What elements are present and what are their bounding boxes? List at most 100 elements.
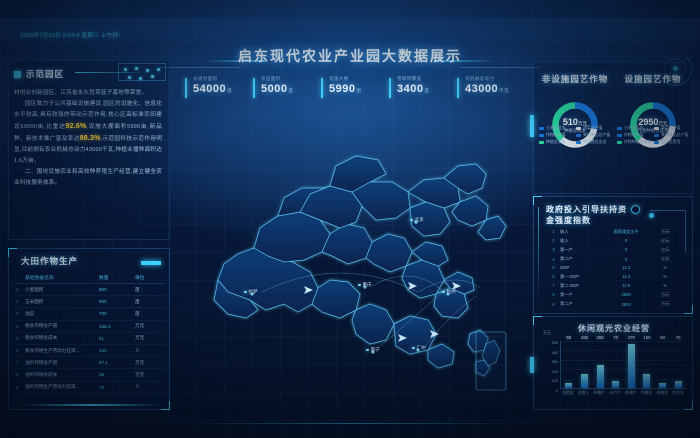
chart-bars: 50 150 250 70 470 150 50 75 bbox=[561, 335, 686, 388]
table-row[interactable]: 3 第一产 0 亿元 bbox=[548, 245, 682, 254]
row-unit: 人 bbox=[134, 344, 165, 358]
bar-value: 470 bbox=[627, 335, 635, 340]
bar-column[interactable]: 50 bbox=[565, 335, 573, 388]
park-description: 村创业创新园区、江苏省永久性菜篮子基地等荣誉。 园区致力于公共基础设施建设,园区… bbox=[14, 88, 162, 189]
legend-item[interactable]: 种植总成本 bbox=[539, 139, 574, 145]
kpi-unit: 亩 bbox=[288, 88, 294, 93]
chart-y-axis: 0 100 200 300 400 500 bbox=[540, 337, 558, 393]
table-row[interactable]: 9 第二产 2500 万元 bbox=[548, 300, 682, 309]
legend-item[interactable]: 蔬菜总产值 bbox=[576, 125, 611, 131]
table-row[interactable]: 3 油菜 700 亩 bbox=[15, 307, 165, 321]
table-row[interactable]: 7 第二-GDP 12.5% bbox=[548, 281, 682, 290]
table-row[interactable]: 2 玉米面积 900 亩 bbox=[15, 295, 165, 309]
legend-item[interactable]: 作物总产值 bbox=[617, 132, 652, 138]
chart-ylabel: 万元 bbox=[543, 331, 551, 335]
chart-x-axis: 总租金 总收入 种植产 水产产 养殖产 种植本 养殖本 劳务支 bbox=[560, 391, 686, 396]
row-name: 收入 bbox=[560, 237, 569, 243]
china-map[interactable]: 拉萨 重庆 杭州 南宁 广州 北京 bbox=[180, 104, 530, 404]
legend-label: 种植总成本 bbox=[546, 139, 566, 144]
legend-item[interactable]: 果树果品总产值 bbox=[654, 132, 689, 138]
row-index: 3 bbox=[15, 307, 24, 321]
x-tick: 水产产 bbox=[609, 391, 621, 395]
row-index: 2 bbox=[552, 238, 555, 244]
x-tick: 种植产 bbox=[593, 391, 606, 395]
row-unit: 亿元 bbox=[661, 246, 670, 252]
city-name: 北京 bbox=[414, 217, 424, 222]
y-tick: 100 bbox=[551, 379, 558, 384]
bar-value: 50 bbox=[566, 335, 572, 340]
legend-label: 果树果品总产值 bbox=[583, 132, 611, 137]
table-row[interactable]: 4 粮食作物总产值 158.4 万元 bbox=[15, 320, 165, 333]
table-row[interactable]: 8 油料作物总成本 25 万元 bbox=[15, 368, 165, 382]
kpi-card[interactable]: 农田面积 5000亩 bbox=[253, 76, 321, 104]
row-value: 100 bbox=[98, 344, 134, 358]
bar-column[interactable]: 75 bbox=[674, 335, 682, 388]
bar-column[interactable]: 50 bbox=[659, 335, 667, 388]
donut-card-facility[interactable]: 设施园艺作物 2950万元 作物种植总成本 土地总租金 蔬菜总产值 作物总产值 果树果… bbox=[614, 73, 692, 151]
bar-column[interactable]: 150 bbox=[643, 335, 651, 388]
bar-column[interactable]: 250 bbox=[596, 335, 604, 388]
legend-item[interactable]: 作物总产值 bbox=[539, 132, 574, 138]
kpi-unit: 亩 bbox=[227, 88, 233, 93]
row-unit: 万元 bbox=[134, 356, 165, 370]
bar-column[interactable]: 150 bbox=[580, 335, 588, 388]
legend-item[interactable]: 蔬菜总产值 bbox=[654, 125, 689, 131]
table-row[interactable]: 8 第一产 2500 万元 bbox=[548, 290, 682, 299]
kpi-card[interactable]: 总规划面积 54000亩 bbox=[185, 76, 253, 104]
legend-label: 蔬菜总产值 bbox=[583, 125, 603, 130]
table-row[interactable]: 2 收入 0 亿元 bbox=[548, 236, 682, 245]
legend-item[interactable]: 作物种植总成本 bbox=[617, 139, 652, 145]
city-dot-icon bbox=[442, 290, 445, 294]
header-line-right bbox=[460, 67, 540, 68]
row-unit: 亿元 bbox=[661, 237, 670, 243]
crop-table-panel: 大田作物生产 基础数据名称 数量 单位 1 小麦面积 800 亩 2 玉米面积 900 亩 3 油… bbox=[8, 248, 170, 410]
y-tick: 200 bbox=[551, 369, 558, 374]
legend-item[interactable]: 用工总费用 bbox=[654, 139, 689, 145]
row-value: 2500 bbox=[621, 292, 631, 298]
bar-column[interactable]: 70 bbox=[612, 335, 620, 388]
gov-table: 1 收入 国家规定水平 万元 2 收入 0 亿元 3 第一产 0 亿元 4 第二产 0 亿元 5 GDP 12.3%… bbox=[548, 227, 682, 309]
legend-label: 蔬菜总产值 bbox=[661, 125, 681, 130]
table-row[interactable]: 1 收入 国家规定水平 万元 bbox=[548, 227, 682, 236]
row-index: 8 bbox=[552, 292, 555, 298]
park-paragraph-3: 二、围绕设施农业和高效种养殖生产经营,建立健全农业科技服务体系。 bbox=[14, 169, 162, 186]
city-dot-icon bbox=[412, 346, 415, 350]
table-row[interactable]: 4 第二产 0 亿元 bbox=[548, 255, 682, 264]
bar bbox=[580, 373, 588, 388]
bar-column[interactable]: 470 bbox=[628, 335, 635, 388]
table-row[interactable]: 1 小麦面积 800 亩 bbox=[15, 283, 165, 297]
legend-swatch-icon bbox=[617, 126, 622, 130]
kpi-card[interactable]: 农机械总动力 43000千瓦 bbox=[457, 76, 525, 104]
gov-panel-title: 政府投入引导扶持资金强度指数 bbox=[546, 205, 627, 225]
table-row[interactable]: 6 第一-GDP 12.4% bbox=[548, 272, 682, 281]
table-row[interactable]: 6 粮食作物生产劳动力在岗... 100 人 bbox=[15, 344, 165, 358]
legend-item[interactable]: 土地总租金 bbox=[539, 125, 574, 131]
row-value: 900 bbox=[98, 295, 134, 309]
table-row[interactable]: 5 GDP 12.3% bbox=[548, 264, 682, 272]
city-label: 重庆 bbox=[358, 282, 372, 288]
row-name: 油菜 bbox=[24, 307, 98, 321]
table-row[interactable]: 5 粮食作物总成本 51 万元 bbox=[15, 332, 165, 345]
legend-swatch-icon bbox=[576, 133, 581, 137]
chart-plot-area: 50 150 250 70 470 150 50 75 bbox=[560, 335, 686, 389]
kpi-card[interactable]: 物联网覆盖 3400亩 bbox=[389, 76, 457, 104]
bar-value: 150 bbox=[580, 335, 589, 340]
city-label: 拉萨 bbox=[244, 289, 258, 295]
row-name: 第二产 bbox=[560, 256, 573, 262]
y-tick: 0 bbox=[555, 389, 558, 393]
legend-item[interactable]: 果树果品总产值 bbox=[576, 132, 611, 138]
header: 启东现代农业产业园大数据展示 bbox=[0, 18, 700, 68]
bar bbox=[565, 383, 573, 388]
legend-item[interactable]: 劳务费总支出 bbox=[576, 139, 611, 145]
city-label: 北京 bbox=[410, 217, 424, 223]
legend-swatch-icon bbox=[617, 133, 622, 137]
donut-legend: 土地总租金 蔬菜总产值作物总产值 果树果品总产值 作物种植总成本 用工总费用 bbox=[614, 125, 692, 145]
table-row[interactable]: 9 油料作物生产劳动力在岗... 70 人 bbox=[15, 381, 165, 394]
row-name: 油料作物总成本 bbox=[24, 368, 98, 382]
row-index: 6 bbox=[15, 344, 24, 358]
kpi-card[interactable]: 设施大棚 5990亩 bbox=[321, 76, 389, 104]
donut-card-non-facility[interactable]: 非设施园艺作物 510万元 种植总成本 土地总租金 蔬菜总产值 作物总产值 果树果品总… bbox=[536, 73, 614, 151]
table-row[interactable]: 7 油料作物总产值 87.1 万元 bbox=[15, 356, 165, 370]
row-index: 3 bbox=[552, 247, 555, 253]
legend-item[interactable]: 土地总租金 bbox=[617, 125, 652, 131]
